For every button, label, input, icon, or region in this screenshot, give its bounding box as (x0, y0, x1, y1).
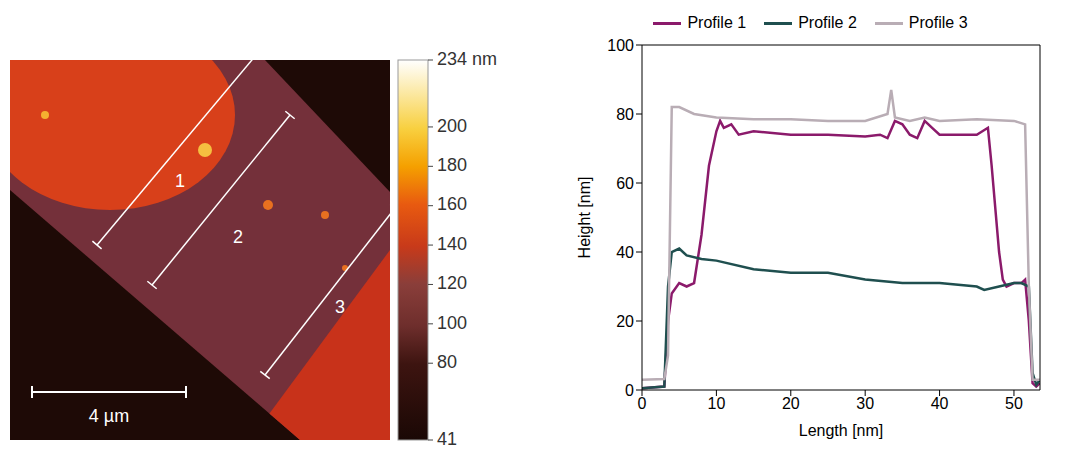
svg-text:140: 140 (437, 234, 467, 254)
html-text:Profile 3: Profile 3 (908, 14, 968, 31)
svg-text:180: 180 (437, 155, 467, 175)
svg-text:160: 160 (437, 194, 467, 214)
svg-text:4 µm: 4 µm (89, 406, 129, 426)
svg-text:234 nm: 234 nm (437, 49, 497, 69)
svg-text:100: 100 (607, 37, 634, 54)
svg-text:40: 40 (931, 395, 949, 412)
svg-text:30: 30 (856, 395, 874, 412)
svg-text:50: 50 (1005, 395, 1023, 412)
svg-text:Height [nm]: Height [nm] (576, 177, 593, 259)
svg-text:40: 40 (616, 244, 634, 261)
svg-text:200: 200 (437, 116, 467, 136)
svg-text:10: 10 (707, 395, 725, 412)
svg-text:100: 100 (437, 313, 467, 333)
svg-text:1: 1 (175, 171, 185, 191)
svg-text:80: 80 (437, 352, 457, 372)
html-text:Profile 2: Profile 2 (798, 14, 857, 31)
svg-text:80: 80 (616, 106, 634, 123)
svg-text:20: 20 (616, 313, 634, 330)
svg-text:0: 0 (625, 382, 634, 399)
svg-text:2: 2 (233, 227, 243, 247)
svg-text:60: 60 (616, 175, 634, 192)
html-text:Profile 1: Profile 1 (687, 14, 747, 31)
svg-text:3: 3 (335, 297, 345, 317)
svg-text:0: 0 (638, 395, 647, 412)
svg-text:Length [nm]: Length [nm] (799, 422, 884, 439)
svg-text:41: 41 (437, 429, 457, 449)
svg-text:120: 120 (437, 273, 467, 293)
svg-text:20: 20 (782, 395, 800, 412)
